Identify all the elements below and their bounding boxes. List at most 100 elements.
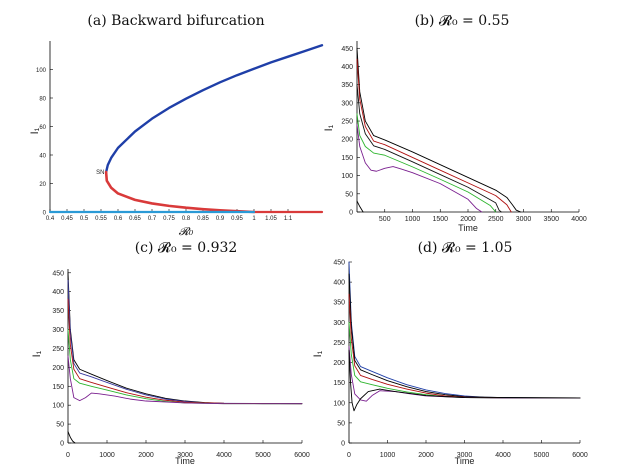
series-line-start-420 [348,273,581,399]
y-tick-label: 250 [341,119,353,126]
y-tick-label: 0 [341,441,345,448]
y-tick-label: 100 [52,403,64,410]
x-tick-label: 0 [347,452,351,459]
saddle-node-annotation: SN [96,170,104,176]
y-tick-label: 200 [341,137,353,144]
y-tick-label: 250 [52,346,64,353]
series-line-start-350 [356,84,502,213]
series-line-start-450 [348,261,581,399]
x-axis-label: Time [458,223,478,233]
x-tick-label: 0.95 [231,216,243,222]
series-line-start-420 [356,58,512,213]
y-axis-label: I₁ [31,350,43,357]
series-line-stable-upper [104,44,324,174]
y-tick-label: 150 [341,155,353,162]
y-tick-label: 100 [341,173,353,180]
x-tick-label: 3500 [543,216,559,223]
x-tick-label: 0.45 [61,216,73,222]
x-tick-label: 0.85 [197,216,209,222]
panel-c-title: (c) 𝓡₀ = 0.932 [135,240,238,256]
y-tick-label: 200 [52,365,64,372]
x-tick-label: 1.1 [284,216,293,222]
y-axis-label: I₁ [29,127,41,134]
series-line-start-240 [356,124,483,213]
y-tick-label: 80 [39,97,46,103]
series-line-start-270 [356,113,497,213]
y-tick-label: 60 [39,125,46,131]
x-tick-label: 4000 [495,452,511,459]
x-tick-label: 0.7 [148,216,157,222]
y-tick-label: 450 [333,260,345,267]
series-line-start-30 [356,200,364,213]
y-tick-label: 0 [349,210,353,217]
x-tick-label: 500 [379,216,391,223]
y-tick-label: 400 [52,289,64,296]
y-tick-label: 150 [333,380,345,387]
series-line-unstable-lower [104,170,256,214]
series-line-start-370 [348,293,581,399]
series-line-start-450 [67,272,303,405]
series-line-start-230 [348,350,581,412]
x-tick-label: 0.65 [129,216,141,222]
y-tick-label: 50 [345,191,353,198]
x-tick-label: 5000 [534,452,550,459]
x-tick-label: 3000 [177,452,193,459]
y-tick-label: 300 [333,320,345,327]
series-line-start-300 [67,329,303,405]
x-tick-label: 2000 [138,452,154,459]
x-axis-label: Time [455,456,475,466]
x-tick-label: 0.5 [80,216,89,222]
y-tick-label: 400 [341,64,353,71]
y-tick-label: 350 [333,300,345,307]
y-tick-label: 100 [333,400,345,407]
x-tick-label: 1 [252,216,256,222]
y-tick-label: 150 [52,384,64,391]
x-tick-label: 0.8 [182,216,191,222]
y-tick-label: 40 [39,154,46,160]
x-tick-label: 2000 [418,452,434,459]
x-tick-label: 0 [66,452,70,459]
y-tick-label: 0 [43,211,47,217]
x-tick-label: 0.9 [216,216,225,222]
x-tick-label: 5000 [255,452,271,459]
x-tick-label: 2000 [460,216,476,223]
x-tick-label: 2500 [488,216,504,223]
series-line-start-380 [67,298,303,405]
y-tick-label: 20 [39,182,46,188]
x-tick-label: 1000 [99,452,115,459]
y-tick-label: 300 [52,327,64,334]
y-tick-label: 50 [337,420,345,427]
panel-d-time-series: 0 1000 2000 3000 4000 5000 6000 0 50 100 150 200 250… [312,260,588,467]
panel-b-title: (b) 𝓡₀ = 0.55 [415,13,510,29]
x-tick-label: 1500 [432,216,448,223]
x-tick-label: 1000 [405,216,421,223]
x-tick-label: 0.4 [46,216,55,222]
x-tick-label: 4000 [216,452,232,459]
x-tick-label: 3000 [457,452,473,459]
panel-c-time-series: 0 1000 2000 3000 4000 5000 6000 0 50 100 150 200 250… [31,269,310,466]
y-axis-label: I₁ [312,350,324,357]
x-tick-label: 0.55 [95,216,107,222]
y-tick-label: 0 [60,441,64,448]
panel-b-time-series: 500 1000 1500 2000 2500 3000 3500 4000 0 50 100 150… [323,41,587,233]
series-line-start-450 [356,47,522,213]
y-tick-label: 450 [341,46,353,53]
y-tick-label: 450 [52,270,64,277]
series-line-start-230 [67,355,303,405]
x-tick-label: 0.6 [114,216,123,222]
series-line-start-430 [67,279,303,405]
x-tick-label: 6000 [294,452,310,459]
series-line-start-30 [67,431,76,444]
series-line-start-240 [348,346,581,402]
y-tick-label: 350 [341,82,353,89]
y-tick-label: 350 [52,308,64,315]
panel-d-title: (d) 𝓡₀ = 1.05 [418,240,513,256]
panel-a-bifurcation-plot: 0.4 0.45 0.5 0.55 0.6 0.65 0.7 0.75 0.8 0.85 0.9 0.… [29,41,324,238]
panel-a-title: (a) Backward bifurcation [87,13,264,29]
x-tick-label: 1.05 [265,216,277,222]
series-line-start-300 [348,321,581,399]
x-tick-label: 6000 [572,452,588,459]
y-tick-label: 300 [341,100,353,107]
x-tick-label: 3000 [516,216,532,223]
